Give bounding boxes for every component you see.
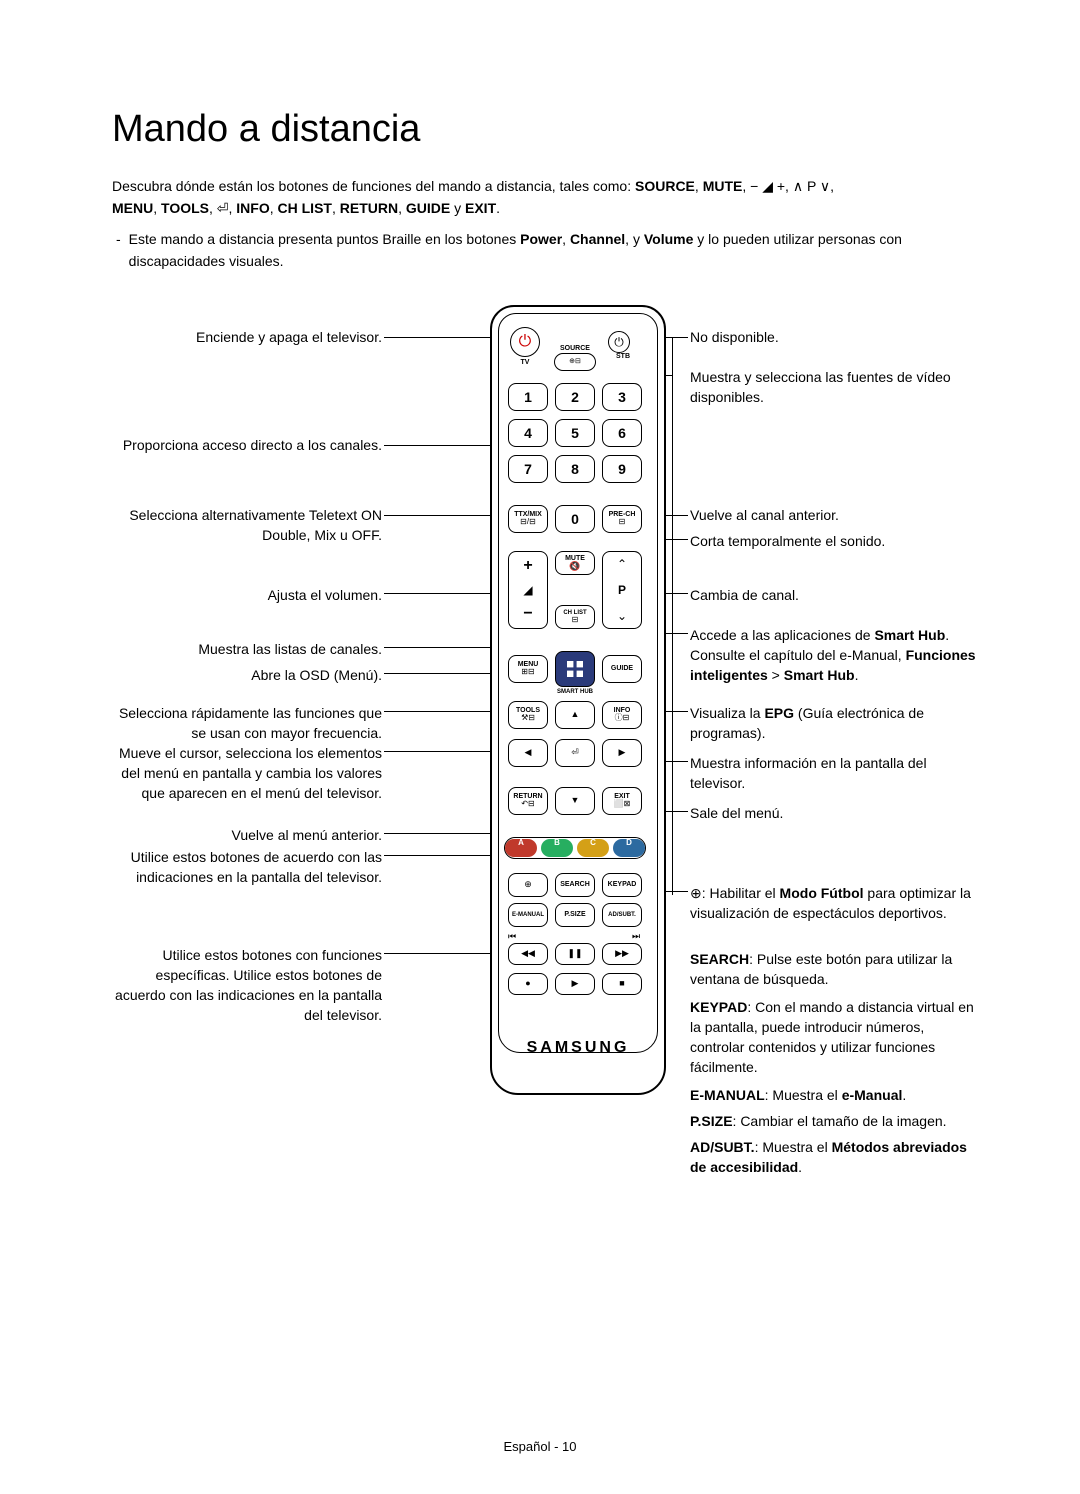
info-button: INFO ⓘ⊟ (602, 701, 642, 729)
smarthub-label: SMART HUB (550, 689, 600, 695)
rewind-button: ◀◀ (508, 943, 548, 965)
menu-button: MENU ⊞⊟ (508, 655, 548, 683)
num-4: 4 (508, 419, 548, 447)
source-label: SOURCE (554, 345, 596, 352)
stb-label: STB (610, 353, 636, 360)
intro-source: SOURCE (635, 178, 695, 194)
play-button: ▶ (555, 973, 595, 995)
callout-chlist: Muestra las listas de canales. (102, 639, 382, 659)
mute-button: MUTE 🔇 (555, 551, 595, 575)
stop-button: ■ (602, 973, 642, 995)
emanual-button: E-MANUAL (508, 903, 548, 927)
tv-label: TV (512, 359, 538, 366)
channel-rocker: ⌃ P ⌄ (602, 551, 642, 629)
callout-teletext: Selecciona alternativamente Teletext ON … (102, 505, 382, 546)
num-6: 6 (602, 419, 642, 447)
color-row: A B C D (504, 837, 646, 859)
num-0: 0 (555, 505, 595, 533)
stb-power-button: ⏻ (608, 331, 630, 353)
exit-button: EXIT ⬜⊠ (602, 787, 642, 815)
callout-cursor: Mueve el cursor, selecciona los elemento… (102, 743, 382, 804)
prech-button: PRE-CH ⊟ (602, 505, 642, 533)
callout-prech: Vuelve al canal anterior. (690, 505, 980, 525)
adsubt-button: AD/SUBT. (602, 903, 642, 927)
ttx-button: TTX/MIX ⊟/⊟ (508, 505, 548, 533)
callout-football: ⊕: Habilitar el Modo Fútbol para optimiz… (690, 883, 980, 924)
callout-emanual: E-MANUAL: Muestra el e-Manual. (690, 1085, 980, 1105)
return-button: RETURN ↶⊟ (508, 787, 548, 815)
enter-button: ⏎ (555, 739, 595, 767)
num-7: 7 (508, 455, 548, 483)
psize-button: P.SIZE (555, 903, 595, 927)
tools-button: TOOLS ⚒⊟ (508, 701, 548, 729)
chlist-button: CH LIST ⊟ (555, 605, 595, 629)
callout-smarthub: Accede a las aplicaciones de Smart Hub. … (690, 625, 980, 686)
num-2: 2 (555, 383, 595, 411)
guide-button: GUIDE (602, 655, 642, 683)
color-b: B (541, 839, 573, 857)
page-title: Mando a distancia (112, 108, 970, 151)
num-8: 8 (555, 455, 595, 483)
callout-mute: Corta temporalmente el sonido. (690, 531, 980, 551)
prev-icon: ⏮ (508, 931, 516, 942)
down-button: ▼ (555, 787, 595, 815)
callout-power: Enciende y apaga el televisor. (102, 327, 382, 347)
color-d: D (613, 839, 645, 857)
intro-mute: MUTE (703, 178, 743, 194)
remote-diagram: Enciende y apaga el televisor. Proporcio… (112, 305, 970, 1205)
remote-body: ⏻ ⏻ TV SOURCE STB ⊕⊟ 1 2 3 4 5 6 7 8 9 T… (490, 305, 666, 1095)
callout-adsubt: AD/SUBT.: Muestra el Métodos abreviados … (690, 1137, 980, 1178)
intro-text: Descubra dónde están los botones de func… (112, 178, 635, 194)
source-button: ⊕⊟ (554, 353, 596, 371)
callout-direct-channel: Proporciona acceso directo a los canales… (102, 435, 382, 455)
num-5: 5 (555, 419, 595, 447)
callout-epg: Visualiza la EPG (Guía electrónica de pr… (690, 703, 980, 744)
pause-button: ❚❚ (555, 943, 595, 965)
callout-search: SEARCH: Pulse este botón para utilizar l… (690, 949, 980, 990)
callout-playback: Utilice estos botones con funciones espe… (102, 945, 382, 1026)
smarthub-button (555, 651, 595, 687)
callout-psize: P.SIZE: Cambiar el tamaño de la imagen. (690, 1111, 980, 1131)
color-a: A (505, 839, 537, 857)
callout-color-buttons: Utilice estos botones de acuerdo con las… (102, 847, 382, 888)
brand-logo: SAMSUNG (492, 1039, 664, 1057)
num-1: 1 (508, 383, 548, 411)
ffwd-button: ▶▶ (602, 943, 642, 965)
callout-channel: Cambia de canal. (690, 585, 980, 605)
callout-keypad: KEYPAD: Con el mando a distancia virtual… (690, 997, 980, 1078)
right-button: ▶ (602, 739, 642, 767)
callout-menu: Abre la OSD (Menú). (102, 665, 382, 685)
callout-tools: Selecciona rápidamente las funciones que… (102, 703, 382, 744)
next-icon: ⏭ (632, 931, 640, 942)
up-button: ▲ (555, 701, 595, 729)
power-button: ⏻ (510, 327, 540, 357)
callout-volume: Ajusta el volumen. (102, 585, 382, 605)
keypad-button: KEYPAD (602, 873, 642, 897)
search-button: SEARCH (555, 873, 595, 897)
callout-not-available: No disponible. (690, 327, 980, 347)
football-button: ⊕ (508, 873, 548, 897)
page-footer: Español - 10 (0, 1439, 1080, 1454)
left-button: ◀ (508, 739, 548, 767)
num-9: 9 (602, 455, 642, 483)
callout-return: Vuelve al menú anterior. (102, 825, 382, 845)
record-button: ● (508, 973, 548, 995)
callout-source: Muestra y selecciona las fuentes de víde… (690, 367, 980, 408)
color-c: C (577, 839, 609, 857)
callout-exit: Sale del menú. (690, 803, 980, 823)
intro-paragraph: Descubra dónde están los botones de func… (112, 175, 970, 220)
callout-info: Muestra información en la pantalla del t… (690, 753, 980, 794)
num-3: 3 (602, 383, 642, 411)
volume-rocker: + ◢ − (508, 551, 548, 629)
braille-note: - Este mando a distancia presenta puntos… (112, 228, 970, 273)
